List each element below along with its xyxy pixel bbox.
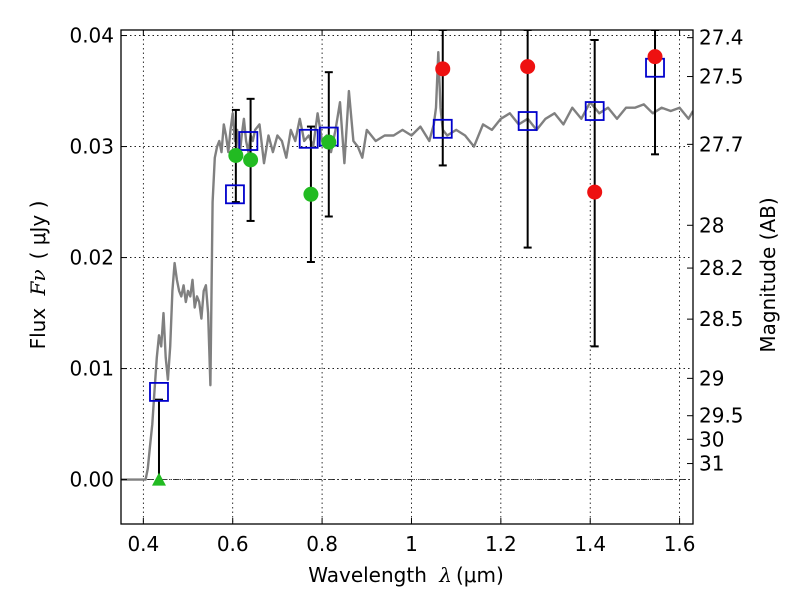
optical-nondetection-point bbox=[151, 472, 166, 486]
x-axis-label: Wavelength λ (μm) bbox=[308, 563, 504, 587]
infrared-data-point bbox=[435, 61, 451, 77]
infrared-data-point bbox=[647, 49, 663, 65]
model-photometry-point bbox=[584, 101, 605, 121]
right-tick-label: 27.5 bbox=[699, 65, 744, 89]
optical-data-point bbox=[321, 134, 337, 150]
model-spectrum-line bbox=[121, 51, 693, 481]
x-tick-label: 1.6 bbox=[664, 532, 696, 556]
x-tick-label: 1.2 bbox=[485, 532, 517, 556]
right-tick-label: 31 bbox=[699, 452, 724, 476]
model-photometry-point bbox=[149, 381, 169, 402]
right-tick-label: 29.5 bbox=[699, 404, 744, 428]
x-tick-label: 1.4 bbox=[574, 532, 606, 556]
model-photometry-point bbox=[298, 128, 319, 149]
right-tick-label: 28 bbox=[699, 213, 724, 237]
model-photometry-point bbox=[432, 118, 453, 139]
right-axis-label: Magnitude (AB) bbox=[756, 197, 780, 352]
right-tick-label: 27.4 bbox=[699, 26, 744, 50]
model-photometry-point bbox=[238, 131, 259, 151]
right-tick-label: 27.7 bbox=[699, 132, 744, 156]
y-axis-label: Flux Fν( μJy ) bbox=[26, 201, 50, 350]
model-photometry-point bbox=[517, 111, 538, 131]
axes-frame bbox=[120, 29, 694, 525]
infrared-data-point bbox=[520, 59, 536, 75]
right-tick-label: 29 bbox=[699, 366, 724, 390]
y-tick-label: 0.03 bbox=[69, 135, 114, 159]
optical-data-point bbox=[303, 186, 319, 202]
infrared-data-point bbox=[587, 184, 603, 200]
axis-tick-labels: 0.4 0.6 0.8 1 1.2 1.4 1.6 0.00 0.01 0.02 0.03 0.04 2… bbox=[69, 24, 743, 556]
y-tick-label: 0.04 bbox=[69, 24, 114, 48]
optical-data-point bbox=[243, 152, 259, 168]
right-tick-label: 28.5 bbox=[699, 307, 744, 331]
plot-area bbox=[121, 30, 693, 486]
right-tick-label: 28.2 bbox=[699, 256, 744, 280]
y-tick-label: 0.00 bbox=[69, 468, 114, 492]
right-tick-label: 30 bbox=[699, 427, 724, 451]
model-photometry-point bbox=[225, 184, 245, 205]
x-tick-label: 0.8 bbox=[306, 532, 338, 556]
x-tick-label: 0.6 bbox=[217, 532, 249, 556]
y-tick-label: 0.01 bbox=[69, 357, 114, 381]
x-tick-label: 1 bbox=[405, 532, 418, 556]
grid-lines bbox=[121, 30, 693, 524]
axis-ticks bbox=[121, 30, 693, 524]
x-tick-label: 0.4 bbox=[127, 532, 159, 556]
y-tick-label: 0.02 bbox=[69, 246, 114, 270]
optical-data-point bbox=[228, 147, 244, 163]
